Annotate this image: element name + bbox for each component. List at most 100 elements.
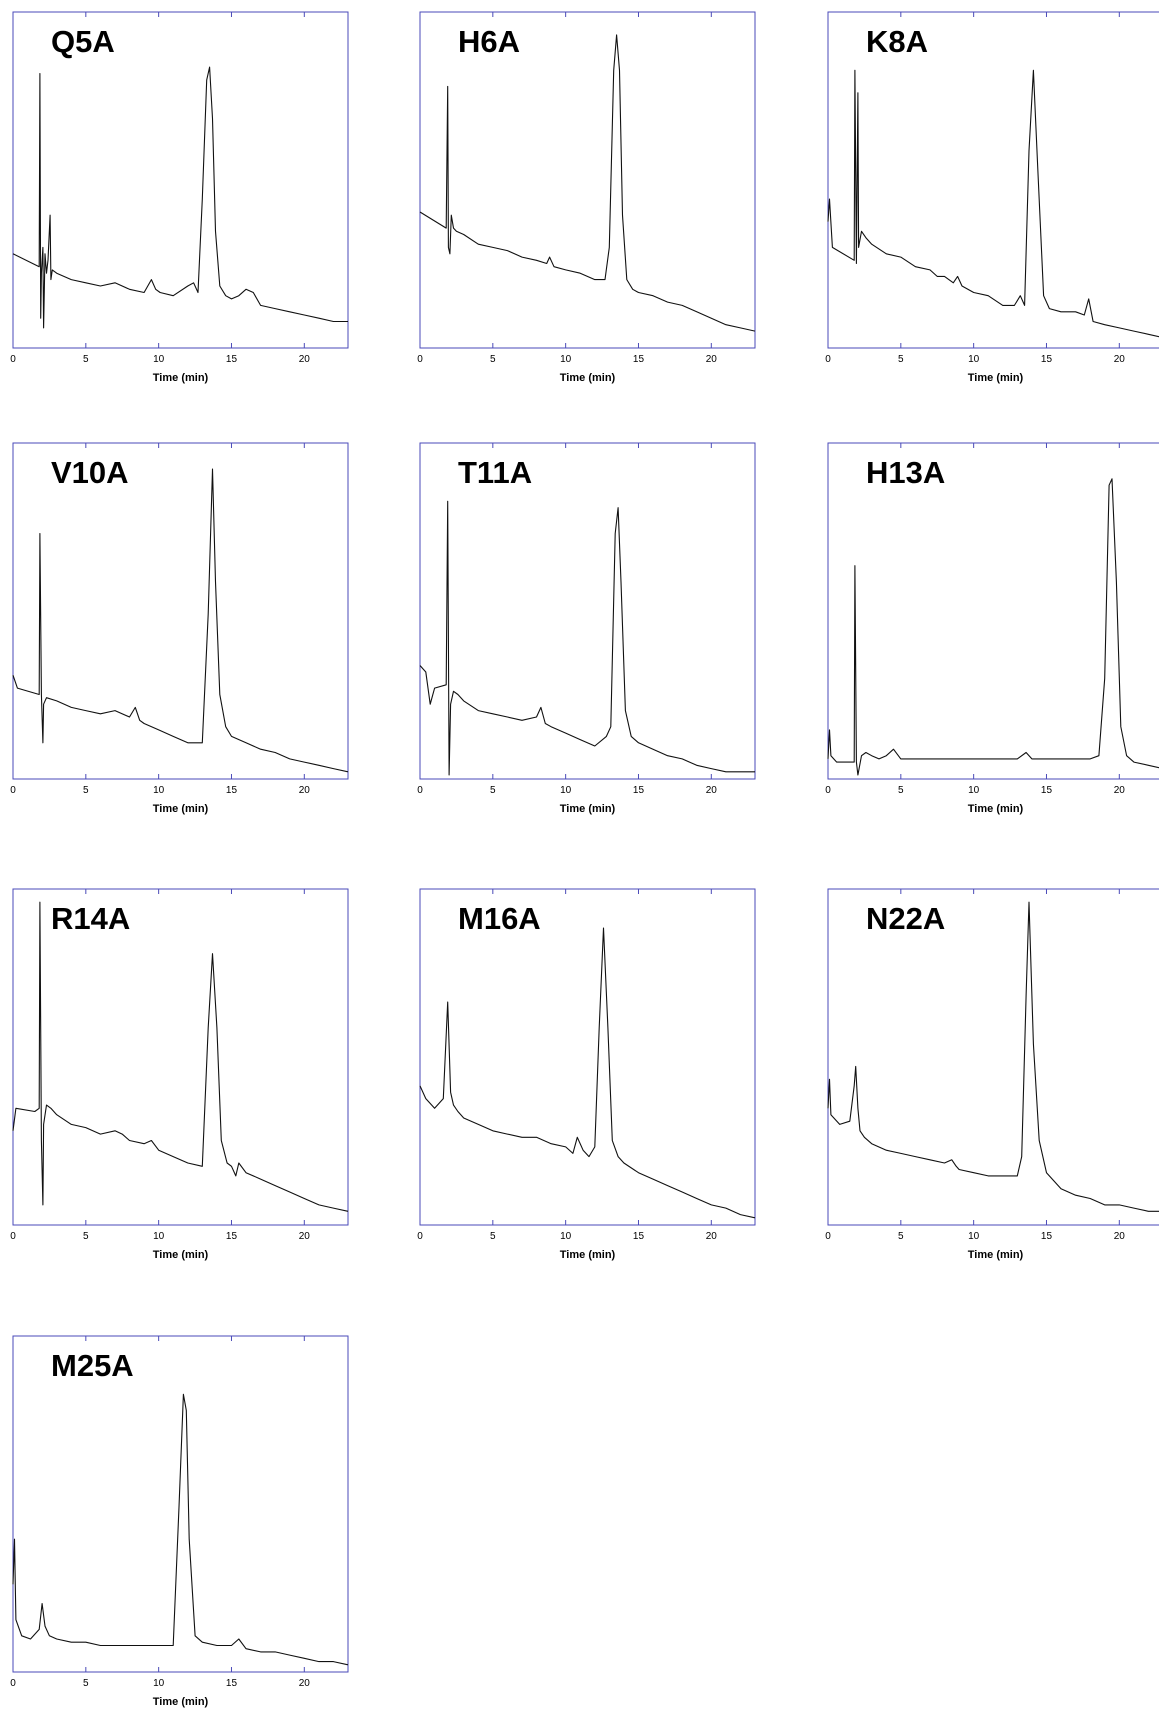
chromatogram-panel: 0 5 10 15 20 Time (min) Q5A <box>10 11 349 384</box>
plot-frame <box>12 888 349 1226</box>
x-axis-title: Time (min) <box>560 1249 616 1261</box>
x-tick-label: 0 <box>825 1231 831 1242</box>
x-tick-label: 5 <box>83 1231 89 1242</box>
x-axis-title: Time (min) <box>968 803 1024 815</box>
chromatogram-panel: 0 5 10 15 20 Time (min) H6A <box>417 11 756 384</box>
x-tick-label: 0 <box>825 354 831 365</box>
x-axis-title: Time (min) <box>560 372 616 384</box>
x-tick-label: 20 <box>706 354 718 365</box>
x-tick-label: 15 <box>633 1231 645 1242</box>
x-tick-label: 5 <box>490 785 496 796</box>
plot-frame <box>419 888 756 1226</box>
x-tick-label: 15 <box>1041 785 1053 796</box>
chromatogram-trace <box>827 901 1159 1212</box>
x-tick-label: 0 <box>417 785 423 796</box>
plot-frame <box>419 11 756 349</box>
x-tick-label: 10 <box>153 1678 165 1689</box>
panel-label: N22A <box>866 901 945 936</box>
x-tick-label: 10 <box>560 785 572 796</box>
plot-frame <box>827 442 1159 780</box>
x-tick-label: 0 <box>10 1231 16 1242</box>
x-tick-label: 20 <box>1114 1231 1126 1242</box>
x-tick-label: 20 <box>299 354 311 365</box>
chromatogram-trace <box>827 69 1159 338</box>
chromatogram-panel: 0 5 10 15 20 Time (min) T11A <box>417 442 756 815</box>
x-tick-label: 20 <box>299 785 311 796</box>
chromatogram-panel: 0 5 10 15 20 Time (min) V10A <box>10 442 349 815</box>
x-tick-label: 15 <box>1041 354 1053 365</box>
chromatogram-panel: 0 5 10 15 20 Time (min) R14A <box>10 888 349 1261</box>
chromatogram-panel: 0 5 10 15 20 Time (min) M25A <box>10 1335 349 1708</box>
x-tick-label: 15 <box>226 354 238 365</box>
chromatogram-panel: 0 5 10 15 20 Time (min) N22A <box>825 888 1159 1261</box>
x-tick-label: 10 <box>968 1231 980 1242</box>
x-axis-title: Time (min) <box>153 1249 209 1261</box>
x-axis-title: Time (min) <box>153 1696 209 1708</box>
x-tick-label: 5 <box>898 1231 904 1242</box>
x-tick-label: 5 <box>898 354 904 365</box>
plot-frame <box>827 11 1159 349</box>
chromatogram-trace <box>419 500 755 776</box>
x-tick-label: 0 <box>825 785 831 796</box>
x-tick-label: 10 <box>153 1231 165 1242</box>
panel-label: T11A <box>458 455 532 490</box>
x-tick-label: 15 <box>226 1231 238 1242</box>
x-axis-title: Time (min) <box>968 1249 1024 1261</box>
x-tick-label: 0 <box>10 785 16 796</box>
x-tick-label: 0 <box>10 1678 16 1689</box>
chromatogram-trace <box>419 34 756 332</box>
x-tick-label: 5 <box>83 785 89 796</box>
x-tick-label: 10 <box>153 354 165 365</box>
x-tick-label: 10 <box>968 785 980 796</box>
x-tick-label: 20 <box>1114 785 1126 796</box>
x-tick-label: 10 <box>968 354 980 365</box>
x-axis-title: Time (min) <box>560 803 616 815</box>
x-tick-label: 20 <box>299 1678 311 1689</box>
x-tick-label: 20 <box>706 1231 718 1242</box>
x-tick-label: 20 <box>299 1231 311 1242</box>
x-tick-label: 0 <box>417 354 423 365</box>
plot-frame <box>12 11 349 349</box>
x-tick-label: 5 <box>898 785 904 796</box>
chromatogram-panel: 0 5 10 15 20 Time (min) H13A <box>825 442 1159 815</box>
x-tick-label: 5 <box>490 354 496 365</box>
plot-frame <box>827 888 1159 1226</box>
plot-frame <box>12 442 349 780</box>
x-tick-label: 10 <box>153 785 165 796</box>
x-tick-label: 15 <box>633 354 645 365</box>
x-tick-label: 20 <box>706 785 718 796</box>
chromatogram-trace <box>827 478 1159 776</box>
x-axis-title: Time (min) <box>153 372 209 384</box>
panel-label: R14A <box>51 901 130 936</box>
x-tick-label: 0 <box>10 354 16 365</box>
plot-frame <box>12 1335 349 1673</box>
x-tick-label: 5 <box>83 354 89 365</box>
x-tick-label: 15 <box>1041 1231 1053 1242</box>
chromatogram-trace <box>12 468 349 773</box>
x-tick-label: 10 <box>560 1231 572 1242</box>
chromatogram-trace <box>12 1393 349 1666</box>
panel-label: H13A <box>866 455 945 490</box>
x-axis-title: Time (min) <box>153 803 209 815</box>
plot-frame <box>419 442 756 780</box>
x-tick-label: 15 <box>633 785 645 796</box>
x-tick-label: 0 <box>417 1231 423 1242</box>
panel-label: H6A <box>458 24 520 59</box>
x-tick-label: 5 <box>83 1678 89 1689</box>
x-axis-title: Time (min) <box>968 372 1024 384</box>
x-tick-label: 15 <box>226 785 238 796</box>
chromatogram-trace <box>12 901 349 1212</box>
panel-label: K8A <box>866 24 928 59</box>
x-tick-label: 15 <box>226 1678 238 1689</box>
panel-label: V10A <box>51 455 129 490</box>
x-tick-label: 10 <box>560 354 572 365</box>
panel-label: Q5A <box>51 24 115 59</box>
chromatogram-trace <box>12 66 348 329</box>
x-tick-label: 20 <box>1114 354 1126 365</box>
chromatogram-panel: 0 5 10 15 20 Time (min) M16A <box>417 888 756 1261</box>
panel-label: M16A <box>458 901 541 936</box>
chromatogram-panel: 0 5 10 15 20 Time (min) K8A <box>825 11 1159 384</box>
chromatogram-trace <box>419 927 756 1219</box>
x-tick-label: 5 <box>490 1231 496 1242</box>
